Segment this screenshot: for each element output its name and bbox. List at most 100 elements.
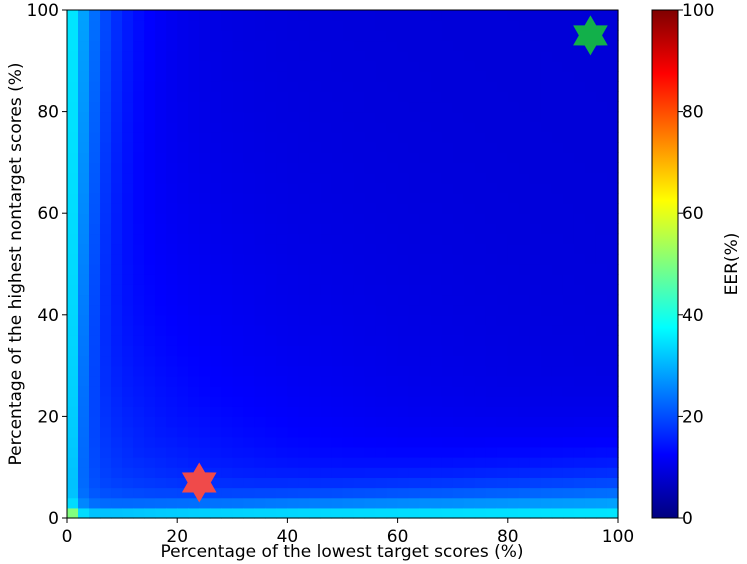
heatmap-cell: [386, 507, 399, 519]
heatmap-cell: [111, 30, 123, 42]
heatmap-cell: [474, 213, 487, 224]
heatmap-cell: [364, 243, 377, 255]
heatmap-cell: [441, 264, 454, 275]
heatmap-cell: [562, 203, 575, 214]
heatmap-cell: [210, 91, 222, 103]
heatmap-cell: [320, 284, 333, 296]
heatmap-cell: [562, 345, 575, 357]
heatmap-cell: [474, 497, 487, 509]
heatmap-cell: [430, 507, 443, 519]
heatmap-cell: [353, 345, 366, 357]
heatmap-cell: [276, 101, 288, 113]
heatmap-cell: [188, 142, 200, 153]
heatmap-cell: [463, 233, 476, 245]
heatmap-cell: [419, 274, 432, 285]
heatmap-cell: [133, 335, 145, 346]
heatmap-cell: [364, 192, 377, 204]
heatmap-cell: [584, 142, 597, 153]
heatmap-cell: [243, 457, 255, 468]
heatmap-cell: [573, 243, 586, 255]
heatmap-cell: [573, 121, 586, 133]
heatmap-cell: [408, 60, 421, 72]
heatmap-cell: [606, 142, 619, 153]
heatmap-cell: [210, 426, 222, 438]
heatmap-cell: [177, 60, 189, 72]
heatmap-cell: [144, 355, 156, 367]
heatmap-cell: [331, 507, 344, 519]
heatmap-cell: [562, 213, 575, 224]
heatmap-cell: [199, 121, 211, 133]
heatmap-cell: [276, 40, 288, 52]
heatmap-cell: [133, 111, 145, 123]
heatmap-cell: [452, 385, 465, 397]
heatmap-cell: [232, 213, 244, 224]
heatmap-cell: [606, 375, 619, 387]
heatmap-cell: [474, 314, 487, 326]
heatmap-cell: [133, 40, 145, 52]
heatmap-cell: [496, 223, 509, 235]
heatmap-cell: [452, 253, 465, 265]
heatmap-cell: [540, 396, 553, 407]
heatmap-cell: [89, 40, 101, 52]
heatmap-cell: [529, 406, 542, 417]
heatmap-cell: [276, 152, 288, 163]
heatmap-cell: [474, 60, 487, 72]
heatmap-cell: [507, 30, 520, 42]
heatmap-cell: [463, 446, 476, 458]
heatmap-cell: [485, 152, 498, 163]
heatmap-cell: [463, 60, 476, 72]
heatmap-cell: [177, 142, 189, 153]
heatmap-cell: [298, 304, 311, 316]
heatmap-cell: [177, 70, 189, 82]
heatmap-cell: [243, 142, 255, 153]
heatmap-cell: [507, 436, 520, 448]
heatmap-cell: [540, 355, 553, 367]
heatmap-cell: [419, 375, 432, 387]
heatmap-cell: [133, 304, 145, 316]
heatmap-cell: [364, 406, 377, 417]
heatmap-cell: [155, 365, 167, 377]
heatmap-cell: [155, 467, 167, 478]
heatmap-cell: [155, 20, 167, 31]
heatmap-cell: [320, 91, 333, 103]
heatmap-cell: [243, 152, 255, 163]
heatmap-cell: [353, 436, 366, 448]
heatmap-cell: [463, 507, 476, 519]
heatmap-cell: [89, 324, 101, 336]
heatmap-cell: [595, 487, 608, 499]
heatmap-cell: [111, 91, 123, 103]
heatmap-cell: [342, 264, 355, 275]
heatmap-cell: [155, 213, 167, 224]
heatmap-cell: [364, 60, 377, 72]
heatmap-cell: [584, 314, 597, 326]
heatmap-cell: [529, 355, 542, 367]
heatmap-cell: [78, 192, 90, 204]
heatmap-cell: [100, 203, 112, 214]
heatmap-cell: [265, 284, 277, 296]
heatmap-cell: [100, 335, 112, 346]
heatmap-cell: [243, 335, 255, 346]
heatmap-cell: [210, 507, 222, 519]
heatmap-cell: [221, 284, 233, 296]
heatmap-cell: [562, 335, 575, 346]
heatmap-cell: [320, 446, 333, 458]
heatmap-cell: [540, 436, 553, 448]
heatmap-cell: [419, 345, 432, 357]
heatmap-cell: [100, 304, 112, 316]
heatmap-cell: [298, 213, 311, 224]
heatmap-cell: [540, 487, 553, 499]
heatmap-cell: [573, 436, 586, 448]
heatmap-cell: [342, 487, 355, 499]
heatmap-cell: [353, 111, 366, 123]
heatmap-cell: [463, 365, 476, 377]
heatmap-cell: [276, 365, 288, 377]
heatmap-cell: [584, 507, 597, 519]
heatmap-cell: [375, 274, 388, 285]
heatmap-cell: [397, 172, 410, 184]
heatmap-cell: [606, 294, 619, 306]
heatmap-cell: [78, 487, 90, 499]
heatmap-cell: [342, 426, 355, 438]
heatmap-cell: [518, 192, 531, 204]
heatmap-cell: [188, 213, 200, 224]
heatmap-cell: [419, 111, 432, 123]
